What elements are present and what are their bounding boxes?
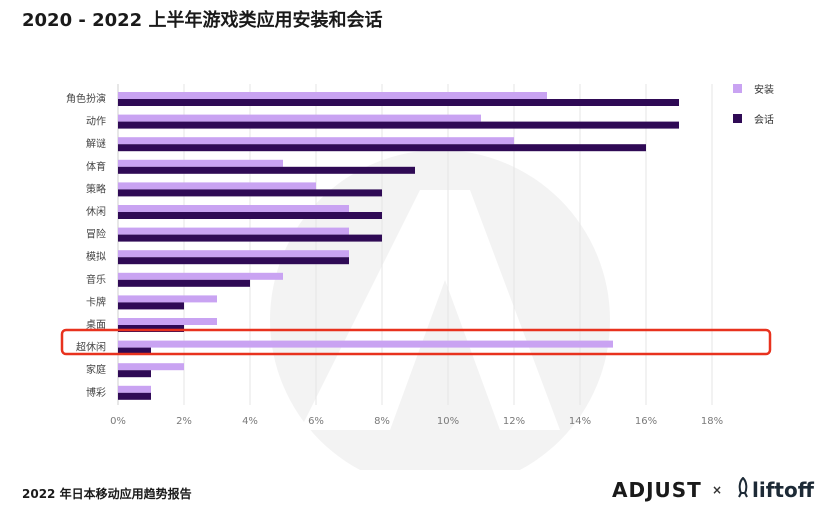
category-label: 解谜 — [86, 137, 106, 150]
watermark-logo — [270, 150, 610, 470]
bar-session — [118, 189, 382, 197]
category-label: 博彩 — [86, 386, 106, 399]
category-label: 音乐 — [86, 273, 106, 286]
x-tick-label: 0% — [110, 416, 126, 427]
x-tick-label: 18% — [701, 416, 723, 427]
liftoff-logo: liftoff — [736, 476, 814, 504]
bar-session — [118, 370, 151, 378]
bar-install — [118, 205, 349, 212]
category-label: 超休闲 — [76, 341, 106, 354]
category-label: 动作 — [86, 116, 106, 128]
category-label: 策略 — [86, 182, 106, 195]
bar-install — [118, 295, 217, 303]
bar-install — [118, 137, 514, 145]
legend-swatch — [733, 84, 742, 93]
x-tick-label: 12% — [503, 416, 525, 427]
bar-session — [118, 212, 382, 219]
bar-session — [118, 347, 151, 355]
bar-session — [118, 234, 382, 242]
category-label: 体育 — [86, 160, 106, 173]
legend-label: 会话 — [754, 113, 774, 126]
bar-session — [118, 392, 151, 400]
bar-install — [118, 227, 349, 235]
bar-install — [118, 250, 349, 258]
bar-chart: 0% 2% 4% 6% 8% 10% 12% 14% 16% 18% 角色扮演动作解谜体育策略休闲… — [60, 83, 774, 470]
liftoff-wordmark: liftoff — [752, 478, 814, 502]
adjust-logo: ADJUST — [612, 478, 702, 502]
category-label: 模拟 — [86, 250, 106, 263]
bar-install — [118, 340, 613, 348]
category-label: 卡牌 — [86, 295, 106, 308]
bar-install — [118, 182, 316, 190]
bar-install — [118, 159, 283, 167]
legend-label: 安装 — [754, 83, 774, 96]
bar-session — [118, 325, 184, 332]
bar-session — [118, 121, 679, 129]
bar-session — [118, 257, 349, 265]
bar-session — [118, 144, 646, 152]
x-tick-label: 14% — [569, 416, 591, 427]
bar-install — [118, 385, 151, 393]
rocket-icon — [736, 476, 750, 504]
brand-separator: × — [712, 483, 723, 497]
category-label: 家庭 — [86, 363, 106, 376]
x-tick-label: 10% — [437, 416, 459, 427]
highlight-box — [60, 328, 772, 356]
bar-session — [118, 166, 415, 174]
category-label: 角色扮演 — [66, 92, 106, 105]
x-tick-label: 4% — [242, 416, 258, 427]
report-title: 2022 年日本移动应用趋势报告 — [22, 487, 192, 501]
x-tick-label: 8% — [374, 416, 390, 427]
legend-swatch — [733, 114, 742, 123]
category-label: 冒险 — [86, 228, 106, 241]
bar-install — [118, 272, 283, 280]
bar-install — [118, 92, 547, 99]
x-tick-label: 6% — [308, 416, 324, 427]
bar-session — [118, 279, 250, 287]
x-tick-label: 16% — [635, 416, 657, 427]
bar-install — [118, 363, 184, 371]
x-tick-label: 2% — [176, 416, 192, 427]
category-label: 桌面 — [86, 318, 106, 331]
bar-install — [118, 114, 481, 122]
bar-session — [118, 302, 184, 310]
category-label: 休闲 — [86, 205, 106, 218]
page-title: 2020 - 2022 上半年游戏类应用安装和会话 — [22, 10, 383, 31]
bar-install — [118, 318, 217, 325]
bar-session — [118, 99, 679, 106]
